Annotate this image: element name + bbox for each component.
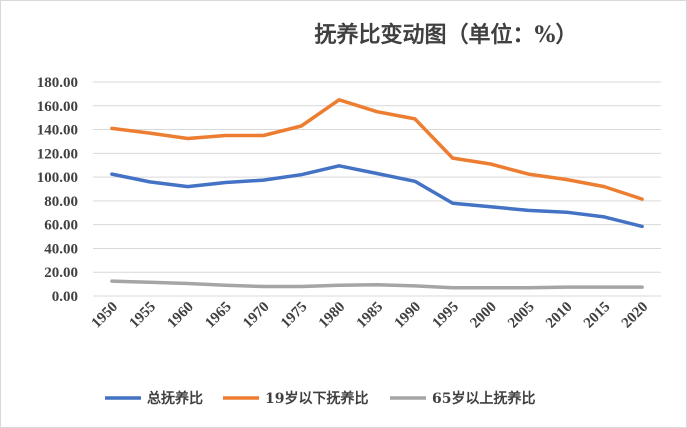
y-tick-label: 80.00	[44, 194, 78, 210]
x-tick-label: 2015	[581, 299, 614, 332]
y-tick-label: 100.00	[37, 170, 78, 186]
x-tick-label: 2020	[619, 299, 652, 332]
x-axis-ticks: 1950 1955 1960 1965 1970 1975 1980 1985 1990 1995…	[89, 299, 652, 332]
x-tick-label: 2010	[543, 299, 576, 332]
series-line-1	[110, 98, 644, 201]
x-tick-label: 1995	[429, 299, 462, 332]
y-tick-label: 120.00	[37, 146, 78, 162]
y-tick-label: 20.00	[44, 265, 78, 281]
y-tick-label: 40.00	[44, 241, 78, 257]
y-tick-label: 180.00	[37, 75, 78, 91]
legend: 总抚养比 19岁以下抚养比 65岁以上抚养比	[105, 390, 535, 407]
y-tick-label: 160.00	[37, 99, 78, 115]
series-line-2	[110, 279, 644, 290]
x-tick-label: 1970	[240, 299, 273, 332]
x-tick-label: 1950	[89, 299, 122, 332]
grid-layer	[93, 81, 661, 297]
legend-label: 总抚养比	[147, 390, 203, 407]
x-tick-label: 1975	[278, 299, 311, 332]
x-tick-label: 1960	[164, 299, 197, 332]
x-tick-label: 1985	[354, 299, 387, 332]
y-axis-ticks: 0.00 20.00 40.00 60.00 80.00 100.00 120.00 140.…	[37, 75, 78, 305]
series-line-0	[110, 164, 644, 229]
x-tick-label: 1980	[316, 299, 349, 332]
y-tick-label: 60.00	[44, 218, 78, 234]
y-tick-label: 0.00	[52, 289, 78, 305]
x-tick-label: 1990	[392, 299, 425, 332]
y-tick-label: 140.00	[37, 123, 78, 139]
x-tick-label: 2005	[505, 299, 538, 332]
series-layer	[110, 98, 644, 290]
chart-title: 抚养比变动图（单位：%）	[315, 22, 578, 48]
legend-label: 65岁以上抚养比	[432, 390, 535, 407]
x-tick-label: 1965	[202, 299, 235, 332]
legend-label: 19岁以下抚养比	[265, 390, 368, 407]
x-tick-label: 2000	[467, 299, 500, 332]
x-tick-label: 1955	[127, 299, 160, 332]
